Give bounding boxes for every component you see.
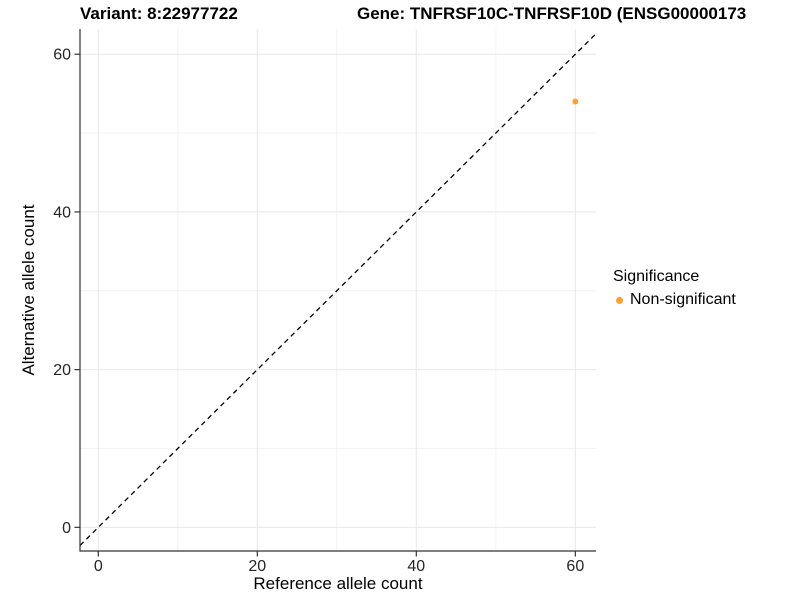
y-tick-label: 20	[53, 362, 71, 379]
legend: Significance Non-significant	[613, 268, 736, 309]
x-tick-label: 60	[566, 558, 584, 575]
x-tick-label: 0	[94, 558, 103, 575]
x-tick-label: 20	[248, 558, 266, 575]
data-point	[572, 98, 579, 105]
y-axis-title: Alternative allele count	[19, 204, 38, 376]
identity-reference-line	[79, 33, 597, 546]
variant-title: Variant: 8:22977722	[80, 4, 238, 23]
y-tick-label: 0	[62, 520, 71, 537]
y-tick-label: 40	[53, 204, 71, 221]
legend-item-non-significant: Non-significant	[613, 291, 736, 309]
x-axis-title: Reference allele count	[253, 574, 423, 593]
legend-point-icon	[616, 296, 623, 304]
legend-item-label: Non-significant	[630, 291, 736, 308]
x-tick-label: 40	[407, 558, 425, 575]
gene-title: Gene: TNFRSF10C-TNFRSF10D (ENSG00000173	[357, 4, 747, 23]
plot-title-row: Variant: 8:22977722 Gene: TNFRSF10C-TNFR…	[0, 4, 800, 28]
y-tick-label: 60	[53, 47, 71, 64]
legend-title: Significance	[613, 268, 700, 285]
